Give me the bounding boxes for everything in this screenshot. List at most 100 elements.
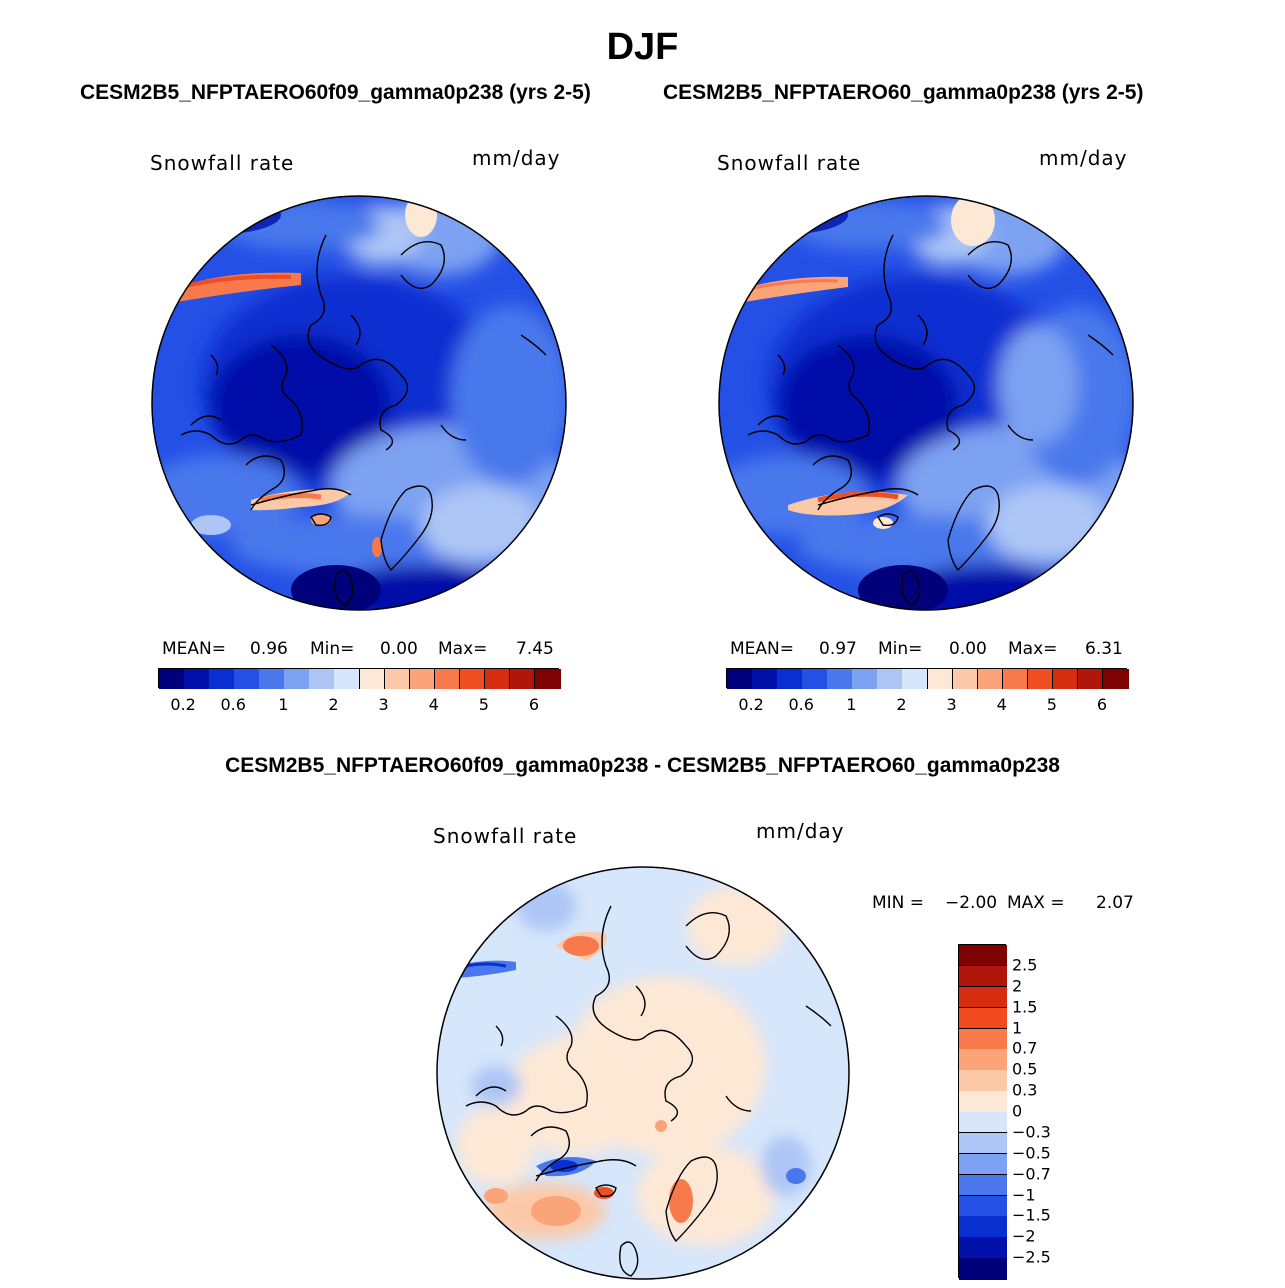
colorbar-1-tick-label: 0.2	[170, 695, 196, 714]
colorbar-3-tick-label: −0.7	[1012, 1164, 1051, 1184]
colorbar-3-swatch	[959, 1112, 1007, 1134]
colorbar-panel-3	[958, 944, 1007, 1280]
colorbar-2-swatch	[777, 669, 803, 689]
colorbar-panel-2-labels: 0.2 0.6 1 2 3 4 5 6	[726, 695, 1127, 715]
panel-2-subtitle: CESM2B5_NFPTAERO60_gamma0p238 (yrs 2-5)	[663, 81, 1144, 104]
colorbar-panel-1-labels: 0.2 0.6 1 2 3 4 5 6	[158, 695, 559, 715]
panel-3-max-value: 2.07	[1096, 893, 1134, 913]
panel-1-max-label: Max=	[438, 639, 488, 659]
colorbar-1-swatch	[284, 669, 310, 689]
colorbar-2-tick-label: 2	[896, 695, 907, 714]
colorbar-panel-1	[158, 668, 561, 689]
colorbar-1-swatch	[384, 669, 411, 689]
colorbar-3-tick-label: 0.7	[1012, 1038, 1038, 1058]
colorbar-3-tick-label: −1.5	[1012, 1205, 1051, 1225]
panel-1-units-label: mm/day	[472, 146, 561, 170]
panel-3-min-value: −2.00	[945, 893, 998, 913]
colorbar-2-swatch	[827, 669, 853, 689]
colorbar-2-swatch	[802, 669, 828, 689]
colorbar-3-swatch	[959, 1195, 1007, 1217]
panel-2-units-label: mm/day	[1039, 146, 1128, 170]
panel-3-max-label: MAX =	[1007, 893, 1065, 913]
colorbar-3-swatch	[959, 1174, 1007, 1196]
map-panel-2	[718, 195, 1134, 611]
colorbar-3-tick-label: 0	[1012, 1101, 1023, 1121]
colorbar-2-tick-label: 0.2	[738, 695, 764, 714]
colorbar-1-tick-label: 2	[328, 695, 339, 714]
panel-1-variable-label: Snowfall rate	[150, 151, 295, 175]
panel-3-subtitle: CESM2B5_NFPTAERO60f09_gamma0p238 - CESM2…	[225, 754, 1060, 777]
panel-2-min-label: Min=	[878, 639, 923, 659]
colorbar-3-swatch	[959, 1216, 1007, 1238]
colorbar-1-swatch	[209, 669, 235, 689]
colorbar-3-tick-label: 2	[1012, 976, 1023, 996]
colorbar-3-swatch	[959, 1153, 1007, 1176]
colorbar-2-tick-label: 1	[846, 695, 857, 714]
colorbar-1-tick-label: 6	[528, 695, 540, 714]
panel-2-mean-label: MEAN=	[730, 639, 794, 659]
colorbar-3-tick-label: 0.5	[1012, 1059, 1038, 1079]
colorbar-1-swatch	[434, 669, 461, 689]
colorbar-1-swatch	[534, 669, 561, 689]
colorbar-2-tick-label: 6	[1096, 695, 1108, 714]
panel-3-min-label: MIN =	[872, 893, 925, 913]
colorbar-1-tick-label: 3	[378, 695, 389, 714]
colorbar-3-swatch	[959, 986, 1007, 1009]
colorbar-2-swatch	[877, 669, 903, 689]
colorbar-3-tick-label: −2.5	[1012, 1247, 1051, 1267]
colorbar-1-tick-label: 1	[278, 695, 289, 714]
colorbar-2-swatch	[1052, 669, 1079, 689]
colorbar-2-swatch	[902, 669, 928, 689]
colorbar-3-swatch	[959, 1007, 1007, 1029]
colorbar-2-swatch	[1002, 669, 1029, 689]
panel-1-mean-label: MEAN=	[162, 639, 226, 659]
colorbar-2-swatch	[852, 669, 878, 689]
colorbar-2-tick-label: 3	[946, 695, 957, 714]
colorbar-1-swatch	[459, 669, 486, 689]
panel-2-variable-label: Snowfall rate	[717, 151, 862, 175]
panel-3-units-label: mm/day	[756, 819, 845, 843]
colorbar-3-tick-label: −0.5	[1012, 1143, 1051, 1163]
colorbar-2-swatch	[727, 669, 753, 689]
colorbar-3-swatch	[959, 1258, 1007, 1280]
colorbar-1-tick-label: 0.6	[220, 695, 246, 714]
colorbar-2-tick-label: 4	[996, 695, 1007, 714]
colorbar-3-tick-label: 0.3	[1012, 1080, 1038, 1100]
colorbar-2-swatch	[1027, 669, 1054, 689]
main-title: DJF	[606, 26, 679, 68]
colorbar-3-swatch	[959, 1091, 1007, 1113]
colorbar-3-swatch	[959, 1049, 1007, 1071]
panel-3-variable-label: Snowfall rate	[433, 824, 578, 848]
colorbar-panel-3-labels: 2.5 2 1.5 1 0.7 0.5 0.3 0 −0.3 −0.5 −0.7 −1 −1.5 −2 −2…	[1012, 944, 1092, 1278]
map-panel-3-difference	[436, 866, 850, 1280]
colorbar-1-swatch	[359, 669, 386, 689]
panel-1-subtitle: CESM2B5_NFPTAERO60f09_gamma0p238 (yrs 2-…	[80, 81, 591, 104]
colorbar-3-tick-label: −2	[1012, 1226, 1036, 1246]
colorbar-1-swatch	[509, 669, 536, 689]
colorbar-3-swatch	[959, 965, 1007, 988]
colorbar-1-swatch	[259, 669, 285, 689]
colorbar-2-tick-label: 0.6	[788, 695, 814, 714]
colorbar-1-swatch	[309, 669, 335, 689]
colorbar-3-tick-label: 1	[1012, 1018, 1023, 1037]
colorbar-1-tick-label: 5	[478, 695, 489, 714]
panel-2-min-value: 0.00	[949, 639, 987, 659]
colorbar-1-swatch	[484, 669, 511, 689]
colorbar-3-swatch	[959, 1028, 1007, 1050]
colorbar-3-swatch	[959, 1070, 1007, 1092]
colorbar-1-swatch	[184, 669, 210, 689]
colorbar-1-swatch	[234, 669, 260, 689]
colorbar-3-swatch	[959, 1132, 1007, 1155]
colorbar-panel-2	[726, 668, 1129, 689]
colorbar-2-swatch	[1102, 669, 1129, 689]
colorbar-3-tick-label: 1.5	[1012, 997, 1038, 1017]
colorbar-1-tick-label: 4	[428, 695, 439, 714]
panel-2-mean-value: 0.97	[819, 639, 857, 659]
panel-1-min-value: 0.00	[380, 639, 418, 659]
colorbar-2-tick-label: 5	[1046, 695, 1057, 714]
colorbar-2-swatch	[752, 669, 778, 689]
panel-1-max-value: 7.45	[516, 639, 554, 659]
colorbar-1-swatch	[159, 669, 185, 689]
colorbar-3-tick-label: −0.3	[1012, 1122, 1051, 1142]
colorbar-2-swatch	[952, 669, 979, 689]
